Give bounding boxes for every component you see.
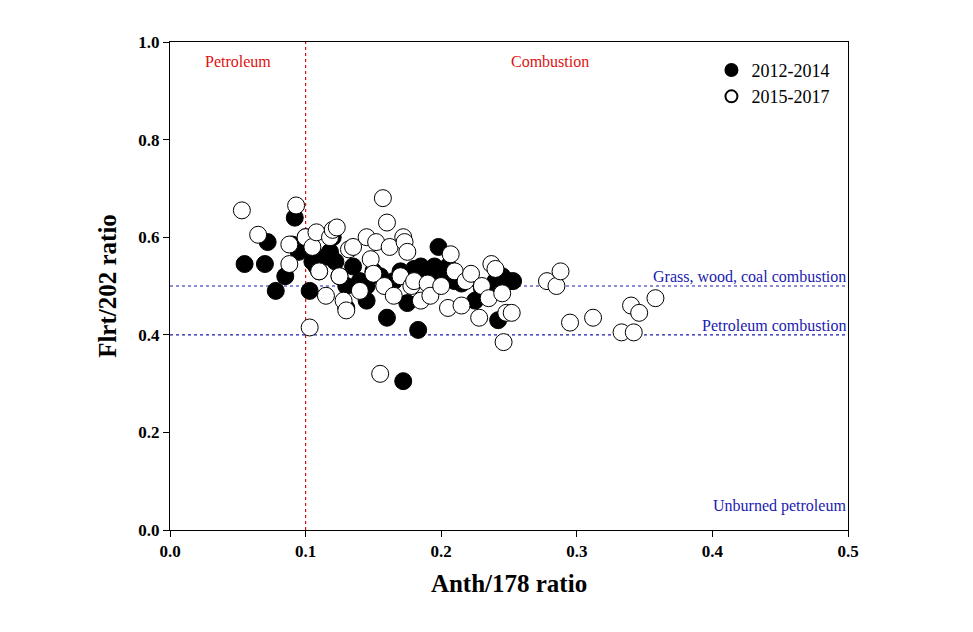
svg-text:Anth/178 ratio: Anth/178 ratio bbox=[431, 570, 587, 597]
svg-text:0.6: 0.6 bbox=[138, 228, 159, 247]
svg-text:1.0: 1.0 bbox=[138, 33, 159, 52]
svg-text:0.4: 0.4 bbox=[702, 542, 724, 561]
svg-text:0.5: 0.5 bbox=[837, 542, 858, 561]
svg-text:0.1: 0.1 bbox=[295, 542, 316, 561]
svg-text:Unburned petroleum: Unburned petroleum bbox=[713, 497, 846, 515]
svg-text:2015-2017: 2015-2017 bbox=[751, 87, 829, 107]
svg-text:Grass, wood, coal combustion: Grass, wood, coal combustion bbox=[653, 268, 846, 285]
svg-text:0.0: 0.0 bbox=[138, 521, 159, 540]
svg-text:0.3: 0.3 bbox=[566, 542, 587, 561]
svg-text:0.4: 0.4 bbox=[138, 326, 160, 345]
svg-text:0.2: 0.2 bbox=[431, 542, 452, 561]
svg-text:2012-2014: 2012-2014 bbox=[751, 61, 829, 81]
svg-text:0.2: 0.2 bbox=[138, 423, 159, 442]
svg-text:0.0: 0.0 bbox=[159, 542, 180, 561]
svg-text:Combustion: Combustion bbox=[511, 53, 589, 70]
svg-text:Flrt/202 ratio: Flrt/202 ratio bbox=[94, 214, 121, 358]
svg-text:0.8: 0.8 bbox=[138, 131, 159, 150]
svg-text:Petroleum: Petroleum bbox=[205, 53, 271, 70]
svg-text:Petroleum combustion: Petroleum combustion bbox=[702, 317, 846, 334]
